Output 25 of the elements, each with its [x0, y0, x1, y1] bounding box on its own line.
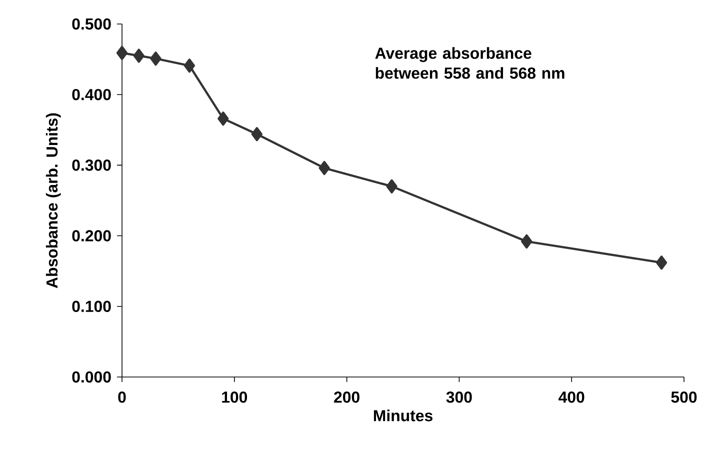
point: [184, 58, 196, 73]
point: [318, 160, 330, 176]
x-tick-label: 400: [558, 392, 584, 403]
x-tick-label: 500: [671, 392, 697, 403]
point: [521, 234, 532, 249]
point: [116, 46, 128, 60]
y-tick-label: 0.100: [72, 300, 111, 312]
annotation: Average absorbance between 558 and 568 nm: [375, 47, 564, 79]
point: [133, 48, 144, 63]
x-tick-label: 200: [334, 392, 360, 403]
x-tick-label: 0: [118, 392, 126, 403]
x-tick-label: 300: [446, 392, 472, 403]
y-tick-label: 0.500: [72, 18, 111, 30]
x-tick-label: 100: [222, 392, 248, 403]
y-tick-label: 0.300: [72, 160, 111, 171]
y-tick-label: 0.200: [72, 230, 111, 242]
y-tick-label: 0.400: [72, 88, 111, 100]
y-axis-title: Absobance (arb. Units): [46, 113, 61, 288]
point: [656, 256, 668, 270]
point: [218, 112, 229, 126]
y-tick-label: 0.000: [72, 371, 111, 383]
x-axis-title: Minutes: [374, 410, 432, 422]
point: [251, 127, 262, 142]
point: [150, 52, 162, 66]
point: [386, 179, 398, 194]
